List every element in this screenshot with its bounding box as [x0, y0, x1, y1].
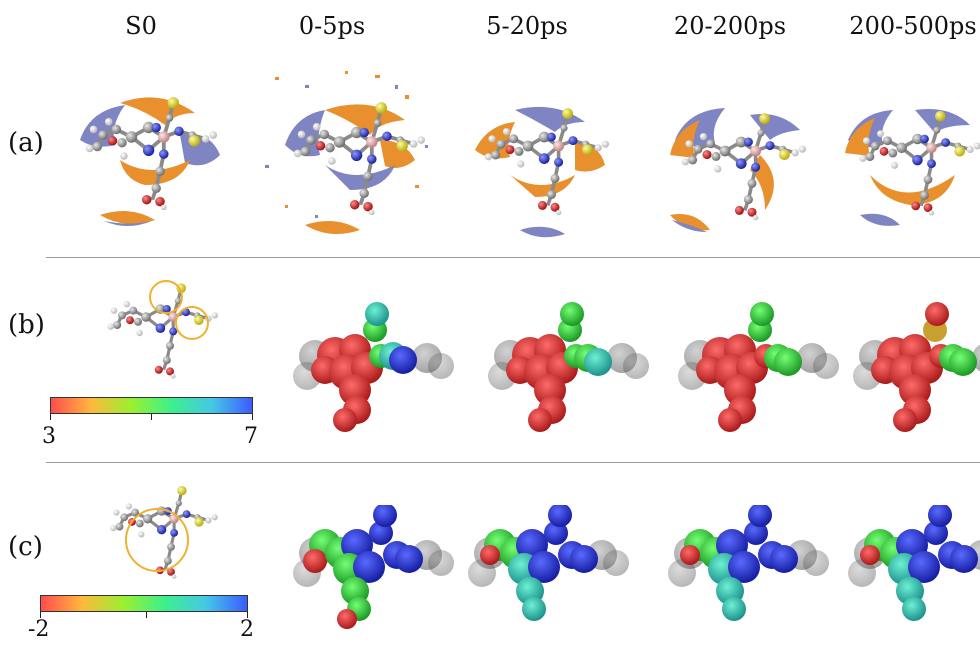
row-label-a: (a): [8, 128, 44, 158]
colorbar-c-max-label: 2: [240, 617, 254, 642]
panel-b-20-200ps: [670, 300, 855, 440]
molecule-orbital-image: [475, 106, 611, 238]
column-header-s0: S0: [125, 12, 157, 40]
panel-a-0-5ps: [255, 65, 440, 250]
panel-a-200-500ps: [840, 95, 980, 245]
space-filling-molecule-image: [293, 302, 454, 432]
row-label-b: (b): [8, 310, 45, 340]
column-header-20-200ps: 20-200ps: [673, 12, 787, 40]
space-filling-molecule-image: [488, 302, 649, 432]
colorbar-b-tick-min: [50, 414, 51, 420]
column-header-5-20ps: 5-20ps: [486, 12, 568, 40]
panel-c-20-200ps: [660, 505, 845, 635]
space-filling-molecule-image: [293, 505, 454, 629]
panel-c-s0-structure: [85, 480, 245, 595]
colorbar-b-max-label: 7: [244, 424, 258, 449]
column-header-200-500ps: 200-500ps: [849, 12, 977, 40]
panel-c-200-500ps: [840, 505, 980, 635]
panel-b-s0-structure: [80, 275, 240, 395]
panel-b-0-5ps: [285, 300, 470, 440]
molecule-structure-image: [105, 280, 220, 381]
panel-b-5-20ps: [480, 300, 665, 440]
panel-a-20-200ps: [660, 95, 815, 245]
space-filling-molecule-image: [853, 302, 980, 432]
panel-a-5-20ps: [460, 90, 620, 250]
space-filling-molecule-image: [468, 505, 629, 621]
row-label-c: (c): [8, 532, 43, 562]
molecule-orbital-image: [670, 108, 808, 232]
colorbar-c-tick-min: [40, 612, 41, 618]
space-filling-molecule-image: [678, 302, 839, 432]
column-header-0-5ps: 0-5ps: [298, 12, 366, 40]
molecule-orbital-image: [80, 95, 220, 226]
colorbar-b-tick-mid: [151, 414, 152, 420]
colorbar-b-tick-max: [252, 414, 253, 420]
colorbar-c: [40, 595, 248, 612]
panel-a-s0: [60, 65, 230, 245]
colorbar-b: [50, 397, 253, 414]
colorbar-c-tick-mid: [146, 612, 147, 618]
space-filling-molecule-image: [848, 505, 980, 621]
molecule-orbital-image: [845, 109, 980, 226]
row-divider-2: [46, 462, 980, 463]
molecule-structure-image: [108, 484, 220, 581]
panel-c-5-20ps: [460, 505, 645, 635]
panel-c-0-5ps: [285, 505, 470, 635]
space-filling-molecule-image: [668, 505, 829, 621]
colorbar-c-tick-max: [247, 612, 248, 618]
colorbar-c-min-label: -2: [28, 617, 50, 642]
molecule-orbital-image: [265, 71, 428, 234]
colorbar-b-min-label: 3: [42, 424, 56, 449]
row-divider-1: [46, 257, 980, 258]
panel-b-200-500ps: [845, 300, 980, 440]
